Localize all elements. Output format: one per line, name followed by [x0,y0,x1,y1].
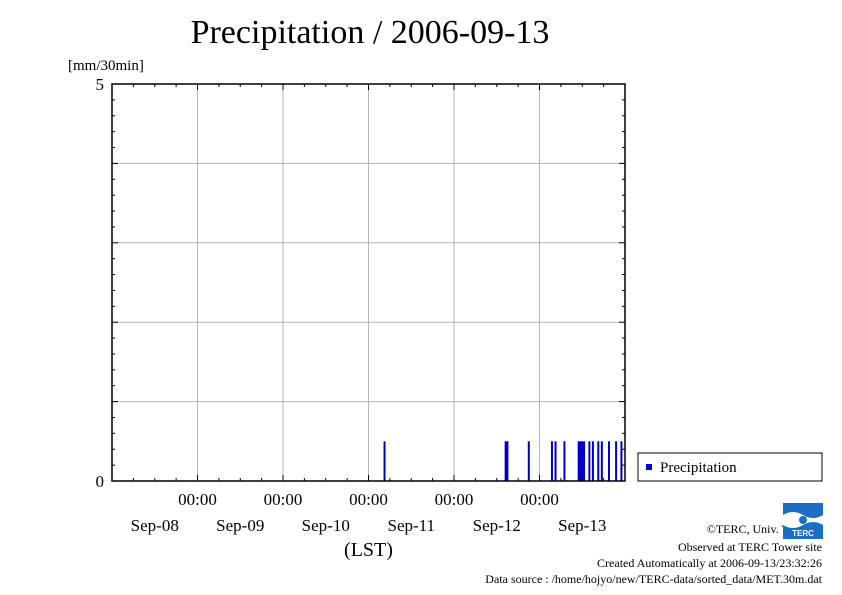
x-time-label: 00:00 [349,490,388,509]
x-date-label: Sep-08 [131,516,179,535]
x-time-label: 00:00 [435,490,474,509]
precipitation-bar [579,441,582,481]
legend-box [637,452,823,482]
precipitation-bar [504,441,507,481]
precipitation-bar [581,441,584,481]
precipitation-bar [597,441,600,481]
created-text: Created Automatically at 2006-09-13/23:3… [597,556,822,570]
precipitation-bar [607,441,610,481]
precipitation-bar [577,441,580,481]
logo-text: TERC [792,529,814,538]
x-date-label: Sep-10 [302,516,350,535]
precipitation-bar [563,441,566,481]
precipitation-bar [620,441,623,481]
precipitation-bar [591,441,594,481]
precipitation-bar [600,441,603,481]
legend-label: Precipitation [660,460,737,476]
legend-swatch [646,464,652,470]
y-tick-label: 5 [96,75,105,94]
precipitation-bar [506,441,509,481]
precipitation-bar [550,441,553,481]
precipitation-bar [583,441,586,481]
precipitation-bar [383,441,386,481]
x-date-label: Sep-11 [387,516,435,535]
source-text: Data source : /home/hojyo/new/TERC-data/… [485,572,822,586]
page-title: Precipitation / 2006-09-13 [190,14,550,51]
site-text: Observed at TERC Tower site [677,540,822,554]
x-time-label: 00:00 [178,490,217,509]
precipitation-bar [615,441,618,481]
x-date-label: Sep-09 [216,516,264,535]
precipitation-bar [554,441,557,481]
x-time-label: 00:00 [264,490,303,509]
y-axis-unit: [mm/30min] [68,58,144,74]
x-date-label: Sep-13 [558,516,606,535]
terc-logo-icon: TERC [783,503,823,539]
x-time-label: 00:00 [520,490,559,509]
x-axis-label: (LST) [344,539,393,561]
precipitation-bar [527,441,530,481]
precipitation-bar [588,441,591,481]
x-date-label: Sep-12 [473,516,521,535]
y-tick-label: 0 [96,472,105,491]
